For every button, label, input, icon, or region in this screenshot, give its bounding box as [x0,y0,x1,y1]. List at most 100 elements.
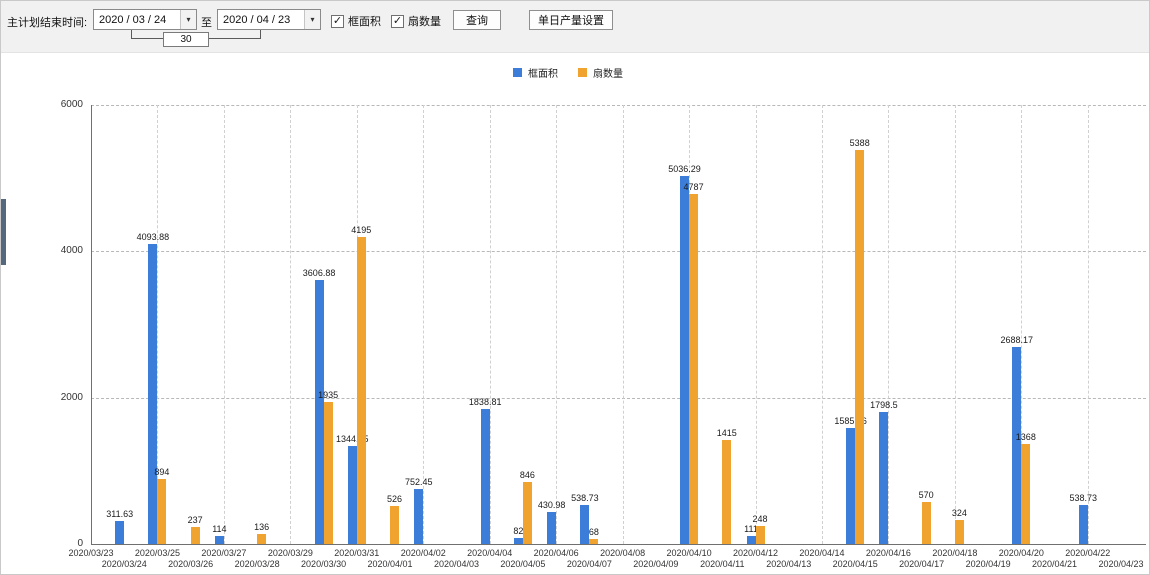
gridline-x [157,105,159,544]
fan-bar-2020/04/20 [1021,444,1031,544]
chevron-down-icon[interactable]: ▾ [304,10,320,29]
bar-value-label: 1935 [318,390,339,400]
x-tick-label: 2020/04/02 [400,548,446,558]
bar-value-label: 894 [154,467,170,477]
date-range-connector-right [209,30,261,39]
x-tick-label: 2020/04/11 [700,559,745,569]
fan-bar-2020/04/01 [390,506,400,544]
y-tick-label: 2000 [60,391,83,403]
fan-checkbox[interactable]: ✓ 扇数量 [391,13,441,29]
query-button[interactable]: 查询 [453,10,501,30]
x-tick-label: 2020/03/25 [134,548,180,558]
x-tick-label: 2020/04/09 [633,559,679,569]
x-tick-label: 2020/04/19 [965,559,1011,569]
x-tick-label: 2020/04/13 [766,559,812,569]
x-tick-label: 2020/04/18 [932,548,978,558]
legend-label-area: 框面积 [528,69,558,80]
bar-value-label: 82 [513,526,524,536]
bar-value-label: 237 [187,515,203,525]
bar-value-label: 324 [951,508,967,518]
plan-end-time-label: 主计划结束时间: [7,17,88,29]
bar-value-label: 752.45 [404,477,433,487]
gridline-x [489,105,491,544]
area-bar-2020/04/07 [580,505,590,544]
checkbox-checked-icon: ✓ [391,14,404,28]
x-tick-label: 2020/04/21 [1032,559,1078,569]
bar-value-label: 538.73 [1069,493,1098,503]
collapsed-panel-handle[interactable] [1,199,6,265]
bar-value-label: 1344.95 [336,434,369,444]
legend-swatch-fan [578,68,587,77]
area-bar-2020/04/04 [480,409,490,544]
daily-output-settings-button[interactable]: 单日产量设置 [529,10,613,30]
end-date-value: 2020 / 04 / 23 [223,13,291,26]
area-checkbox-label: 框面积 [348,16,381,28]
area-bar-2020/03/24 [115,521,125,544]
toolbar: 主计划结束时间: 2020 / 03 / 24 ▾ 至 2020 / 04 / … [1,1,1149,53]
x-tick-label: 2020/04/03 [433,559,479,569]
bar-value-label: 1838.81 [468,397,502,407]
x-tick-label: 2020/04/22 [1065,548,1111,558]
bar-value-label: 5388 [849,138,870,148]
area-bar-2020/04/02 [414,489,424,544]
bar-value-label: 4093.88 [136,232,170,242]
bar-value-label: 570 [918,490,934,500]
gridline-y-4000 [91,251,1146,253]
gridline-x [888,105,890,544]
area-bar-2020/04/05 [513,538,523,544]
y-axis [91,105,92,544]
gridline-x [290,105,292,544]
fan-bar-2020/03/25 [157,479,167,544]
fan-bar-2020/04/11 [722,440,732,544]
gridline-x [755,105,757,544]
x-tick-label: 2020/03/24 [101,559,147,569]
x-tick-label: 2020/04/20 [998,548,1044,558]
x-tick-label: 2020/04/12 [732,548,779,558]
chevron-down-icon[interactable]: ▾ [180,10,196,29]
fan-bar-2020/03/26 [190,527,200,544]
bar-value-label: 68 [588,527,599,537]
bar-value-label: 5036.29 [668,164,701,174]
bar-value-label: 1415 [716,428,737,438]
fan-bar-2020/03/30 [323,402,333,544]
bar-value-label: 1798.5 [870,400,898,410]
y-tick-label: 4000 [60,245,83,257]
bar-value-label: 538.73 [571,493,599,503]
x-tick-label: 2020/04/04 [467,548,513,558]
bar-value-label: 2688.17 [1000,335,1034,345]
x-tick-label: 2020/04/23 [1098,559,1144,569]
gridline-y-6000 [91,105,1146,106]
date-range-connector-left [131,30,163,39]
area-bar-2020/04/20 [1012,347,1022,544]
area-bar-2020/04/16 [879,412,889,544]
fan-bar-2020/04/05 [522,482,532,544]
gridline-x [821,105,823,544]
bar-value-label: 526 [387,494,403,504]
gridline-x [1087,105,1089,544]
bar-value-label: 430.98 [537,500,566,510]
area-bar-2020/03/31 [347,446,357,544]
end-date-picker[interactable]: 2020 / 04 / 23 ▾ [217,9,321,30]
x-tick-label: 2020/03/30 [301,559,347,569]
legend-label-fan: 扇数量 [593,69,623,80]
fan-bar-2020/03/31 [356,237,366,544]
x-tick-label: 2020/04/08 [600,548,646,558]
days-between-input[interactable]: 30 [163,32,209,47]
gridline-y-2000 [91,397,1146,399]
x-tick-label: 2020/03/31 [334,548,380,558]
start-date-picker[interactable]: 2020 / 03 / 24 ▾ [93,9,197,30]
x-tick-label: 2020/03/23 [68,548,114,558]
area-checkbox[interactable]: ✓ 框面积 [331,13,381,29]
x-tick-label: 2020/03/26 [168,559,214,569]
bar-value-label: 1585.96 [834,416,867,426]
gridline-x [423,105,425,544]
bar-value-label: 136 [254,522,270,532]
gridline-x [954,105,956,544]
x-tick-label: 2020/04/07 [566,559,612,569]
gridline-x [556,105,558,544]
bar-value-label: 4195 [351,225,372,235]
area-bar-2020/04/10 [680,176,690,544]
x-axis [91,544,1146,545]
